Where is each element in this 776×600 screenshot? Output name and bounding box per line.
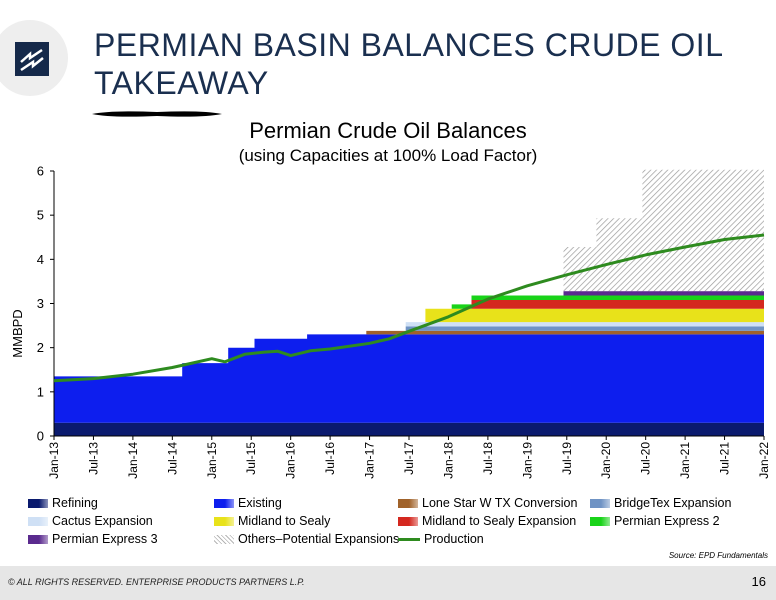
legend-label: BridgeTex Expansion: [614, 496, 732, 510]
legend-item: Permian Express 2: [590, 514, 720, 528]
legend-label: Midland to Sealy: [238, 514, 331, 528]
legend-swatch: [214, 516, 234, 526]
legend-swatch: [590, 498, 610, 508]
x-tick-label: Jul-14: [165, 442, 179, 475]
legend-label: Cactus Expansion: [52, 514, 153, 528]
legend-label: Existing: [238, 496, 282, 510]
legend-item: Lone Star W TX Conversion: [398, 496, 577, 510]
x-tick-label: Jan-22: [757, 442, 771, 479]
chart-title: Permian Crude Oil Balances: [249, 118, 527, 143]
x-tick-label: Jul-13: [86, 442, 100, 475]
legend-swatch: [28, 516, 48, 526]
x-tick-label: Jul-15: [244, 442, 258, 475]
logo: [0, 0, 78, 110]
series-area-midland-to-sealy-expansion: [54, 300, 764, 377]
x-tick-label: Jan-16: [284, 442, 298, 479]
series-area-others-potential-expansions: [54, 169, 764, 377]
y-tick-label: 0: [37, 429, 44, 444]
legend-swatch: [214, 534, 234, 544]
legend-swatch: [398, 498, 418, 508]
legend: Refining Existing Lone Star W TX Conversio…: [28, 496, 768, 552]
footer: © ALL RIGHTS RESERVED. ENTERPRISE PRODUC…: [0, 566, 776, 600]
legend-label: Permian Express 3: [52, 532, 158, 546]
y-axis-label: MMBPD: [10, 309, 25, 357]
legend-label: Lone Star W TX Conversion: [422, 496, 578, 510]
legend-item: Existing: [214, 496, 282, 510]
legend-item: Cactus Expansion: [28, 514, 153, 528]
legend-item: Midland to Sealy Expansion: [398, 514, 576, 528]
legend-item: Production: [398, 532, 484, 546]
x-tick-label: Jan-19: [520, 442, 534, 479]
series-line-production: [53, 233, 765, 383]
chart: 0 1 2 3 4 5 6 Jan-13 Jul-13 Jan-14 Jul-14 Jan-15 Jul…: [10, 164, 771, 479]
x-tick-label: Jul-20: [639, 442, 653, 475]
page-title: PERMIAN BASIN BALANCES CRUDE OIL TAKEAWA…: [94, 27, 723, 101]
x-tick-label: Jan-17: [363, 442, 377, 479]
legend-swatch: [398, 537, 420, 541]
page-number: 16: [751, 574, 766, 589]
copyright-text: © ALL RIGHTS RESERVED. ENTERPRISE PRODUC…: [8, 577, 305, 587]
y-tick-label: 4: [37, 252, 44, 267]
y-tick-label: 2: [37, 340, 44, 355]
series-area-midland-to-sealy: [54, 308, 764, 377]
x-tick-label: Jul-18: [481, 442, 495, 475]
source-note: Source: EPD Fundamentals: [668, 551, 768, 560]
x-tick-label: Jan-15: [205, 442, 219, 479]
legend-swatch: [28, 534, 48, 544]
y-tick-label: 5: [37, 208, 44, 223]
legend-swatch: [214, 498, 234, 508]
legend-item: BridgeTex Expansion: [590, 496, 731, 510]
chart-subtitle: (using Capacities at 100% Load Factor): [238, 146, 538, 165]
x-tick-label: Jul-17: [402, 442, 416, 475]
legend-label: Production: [424, 532, 484, 546]
legend-swatch: [590, 516, 610, 526]
x-tick-label: Jan-14: [126, 442, 140, 479]
legend-swatch: [28, 498, 48, 508]
x-tick-label: Jul-16: [323, 442, 337, 475]
legend-item: Refining: [28, 496, 98, 510]
title-underline: [92, 111, 222, 117]
legend-item: Midland to Sealy: [214, 514, 330, 528]
legend-label: Refining: [52, 496, 98, 510]
x-tick-label: Jan-18: [441, 442, 455, 479]
x-tick-label: Jan-20: [599, 442, 613, 479]
company-logo-icon: [0, 20, 68, 96]
x-tick-label: Jan-13: [47, 442, 61, 479]
y-tick-label: 3: [37, 296, 44, 311]
series-area-refining: [54, 422, 764, 436]
y-tick-label: 6: [37, 164, 44, 179]
y-tick-label: 1: [37, 384, 44, 399]
legend-swatch: [398, 516, 418, 526]
legend-label: Permian Express 2: [614, 514, 720, 528]
x-tick-label: Jul-19: [560, 442, 574, 475]
legend-label: Midland to Sealy Expansion: [422, 514, 577, 528]
series-area-existing: [54, 334, 764, 423]
x-tick-label: Jul-21: [718, 442, 732, 475]
legend-label: Others–Potential Expansions: [238, 532, 400, 546]
legend-item: Others–Potential Expansions: [214, 532, 399, 546]
x-tick-label: Jan-21: [678, 442, 692, 479]
legend-item: Permian Express 3: [28, 532, 158, 546]
